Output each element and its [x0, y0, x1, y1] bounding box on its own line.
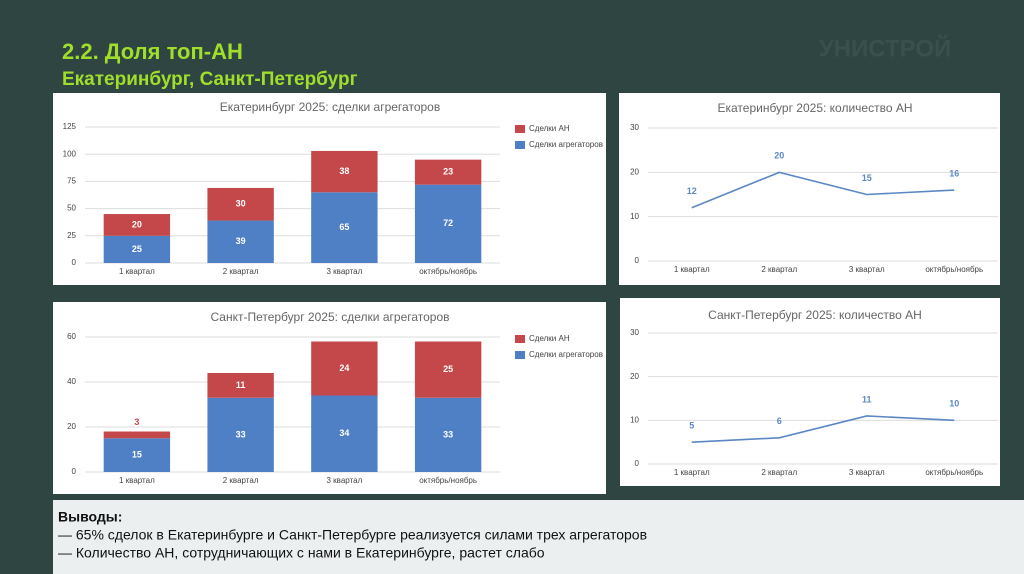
x-tick-label: октябрь/ноябрь	[925, 265, 983, 274]
chart-title: Екатеринбург 2025: количество АН	[717, 101, 912, 115]
bar-segment	[207, 187, 274, 221]
y-tick-label: 20	[630, 167, 639, 176]
value-label: 23	[443, 167, 453, 177]
y-tick-label: 0	[72, 258, 77, 267]
chart-title: Екатеринбург 2025: сделки агрегаторов	[220, 100, 440, 114]
y-tick-label: 0	[72, 467, 77, 476]
legend-label: Сделки агрегаторов	[529, 350, 603, 359]
value-label: 3	[134, 417, 139, 427]
legend-label: Сделки АН	[529, 334, 570, 343]
bar-segment	[103, 235, 171, 263]
bar-segment	[311, 192, 378, 263]
value-label: 11	[862, 394, 872, 404]
y-tick-label: 125	[63, 122, 77, 131]
conclusion-item: — Количество АН, сотрудничающих с нами в…	[58, 545, 545, 561]
bar-segment	[311, 395, 378, 472]
value-label: 5	[689, 421, 694, 431]
bar-segment	[207, 220, 274, 263]
value-label: 25	[132, 244, 142, 254]
bar-segment	[414, 159, 482, 185]
value-label: 20	[132, 219, 142, 229]
slide-title: 2.2. Доля топ-АН	[62, 39, 243, 64]
bar-segment	[414, 397, 482, 472]
x-tick-label: 3 квартал	[849, 468, 885, 477]
bar-segment	[103, 431, 171, 439]
y-tick-label: 25	[67, 231, 76, 240]
value-label: 11	[236, 380, 246, 390]
legend-swatch	[515, 335, 525, 343]
x-tick-label: 3 квартал	[327, 476, 363, 485]
value-label: 33	[236, 429, 246, 439]
y-tick-label: 75	[67, 177, 76, 186]
y-tick-label: 60	[67, 332, 76, 341]
x-tick-label: 2 квартал	[223, 267, 259, 276]
value-label: 15	[862, 173, 872, 183]
bar-segment	[414, 341, 482, 398]
value-label: 72	[443, 218, 453, 228]
legend-label: Сделки АН	[529, 124, 570, 133]
bar-segment	[207, 373, 274, 398]
y-tick-label: 0	[635, 256, 640, 265]
legend-swatch	[515, 125, 525, 133]
chart-panel	[619, 93, 1000, 285]
value-label: 12	[687, 186, 697, 196]
x-tick-label: 2 квартал	[223, 476, 259, 485]
y-tick-label: 20	[67, 422, 76, 431]
bar-segment	[103, 214, 171, 236]
x-tick-label: 2 квартал	[761, 468, 797, 477]
slide-subtitle: Екатеринбург, Санкт-Петербург	[62, 69, 358, 90]
chart-title: Санкт-Петербург 2025: количество АН	[708, 308, 922, 322]
value-label: 65	[339, 222, 349, 232]
value-label: 25	[443, 364, 453, 374]
y-tick-label: 100	[63, 149, 77, 158]
y-tick-label: 50	[67, 204, 76, 213]
legend-swatch	[515, 141, 525, 149]
value-label: 16	[949, 168, 959, 178]
x-tick-label: 1 квартал	[119, 267, 155, 276]
value-label: 38	[339, 166, 349, 176]
value-label: 20	[774, 151, 784, 161]
conclusions-box	[53, 500, 1024, 574]
x-tick-label: октябрь/ноябрь	[419, 267, 477, 276]
chart-title: Санкт-Петербург 2025: сделки агрегаторов	[210, 310, 449, 324]
y-tick-label: 30	[630, 328, 639, 337]
x-tick-label: 2 квартал	[761, 265, 797, 274]
value-label: 30	[236, 199, 246, 209]
y-tick-label: 40	[67, 377, 76, 386]
value-label: 24	[339, 363, 349, 373]
value-label: 34	[339, 428, 349, 438]
chart-panel	[620, 298, 1000, 486]
value-label: 10	[949, 399, 959, 409]
x-tick-label: 3 квартал	[327, 267, 363, 276]
value-label: 33	[443, 429, 453, 439]
x-tick-label: 3 квартал	[849, 265, 885, 274]
y-tick-label: 0	[635, 459, 640, 468]
x-tick-label: 1 квартал	[119, 476, 155, 485]
x-tick-label: октябрь/ноябрь	[925, 468, 983, 477]
y-tick-label: 20	[630, 372, 639, 381]
bar-segment	[207, 397, 274, 472]
line	[691, 171, 955, 209]
x-tick-label: октябрь/ноябрь	[419, 476, 477, 485]
y-tick-label: 10	[630, 212, 639, 221]
value-label: 6	[777, 416, 782, 426]
y-tick-label: 30	[630, 123, 639, 132]
y-tick-label: 10	[630, 415, 639, 424]
legend-swatch	[515, 351, 525, 359]
conclusion-item: — 65% сделок в Екатеринбурге и Санкт-Пет…	[58, 527, 647, 543]
bar-segment	[103, 438, 171, 472]
bar-segment	[414, 184, 482, 263]
line	[691, 415, 955, 443]
bar-segment	[311, 150, 378, 193]
bar-segment	[311, 341, 378, 396]
x-tick-label: 1 квартал	[674, 265, 710, 274]
value-label: 15	[132, 450, 142, 460]
x-tick-label: 1 квартал	[674, 468, 710, 477]
conclusions-heading: Выводы:	[58, 509, 122, 525]
value-label: 39	[236, 236, 246, 246]
legend-label: Сделки агрегаторов	[529, 140, 603, 149]
logo: УНИСТРОЙ	[819, 34, 952, 62]
